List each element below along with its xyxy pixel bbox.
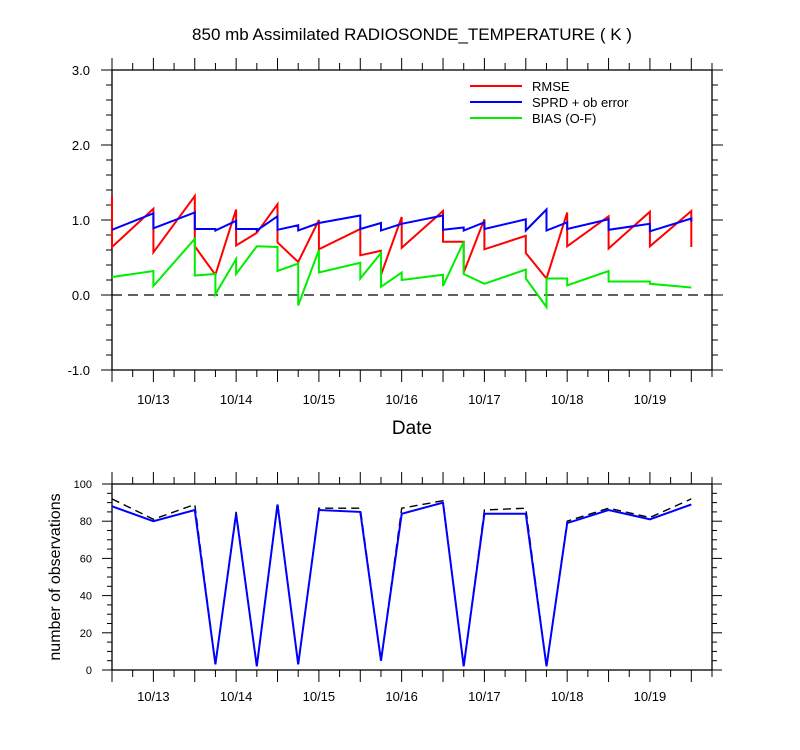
y-tick-label: 1.0	[72, 213, 90, 228]
y-tick-label: -1.0	[68, 363, 90, 378]
y-tick-label: 20	[80, 628, 92, 640]
legend-label: SPRD + ob error	[532, 95, 629, 110]
x-tick-label: 10/19	[634, 689, 667, 704]
x-tick-label: 10/13	[137, 392, 170, 407]
series-line-rmse	[111, 192, 693, 281]
bottom-plot-panel: 0 20 40 60 80 100 10/13 10/14 10/15 10/16 10/17 10/…	[74, 472, 722, 704]
top-plot-frame	[111, 69, 713, 371]
x-tick-label: 10/14	[220, 392, 253, 407]
y-tick-label: 80	[80, 516, 92, 528]
x-tick-label: 10/18	[551, 689, 584, 704]
y-tick-label: 3.0	[72, 63, 90, 78]
x-tick-label: 10/16	[385, 689, 418, 704]
legend-label: RMSE	[532, 79, 570, 94]
top-plot-panel: -1.0 0.0 1.0 2.0 3.0 10/13 10/14 10/15 10/16 10/1…	[68, 58, 723, 407]
y-tick-label: 0	[86, 665, 92, 677]
y-tick-label: 60	[80, 553, 92, 565]
series-line-bias-o-f-	[111, 236, 692, 311]
series-line-possible-observations	[111, 498, 692, 667]
y-tick-label: 40	[80, 591, 92, 603]
x-tick-label: 10/16	[385, 392, 418, 407]
y-tick-label: 0.0	[72, 288, 90, 303]
x-tick-label: 10/17	[468, 689, 501, 704]
x-axis-label: Date	[392, 418, 432, 439]
x-tick-label: 10/15	[303, 392, 336, 407]
y-axis-label-observations: number of observations	[47, 493, 64, 660]
x-tick-label: 10/14	[220, 689, 253, 704]
series-line-assimilated-observations	[111, 501, 692, 667]
x-tick-label: 10/17	[468, 392, 501, 407]
y-tick-label: 100	[74, 479, 92, 491]
x-tick-label: 10/19	[634, 392, 667, 407]
x-tick-label: 10/15	[303, 689, 336, 704]
x-tick-label: 10/13	[137, 689, 170, 704]
x-tick-label: 10/18	[551, 392, 584, 407]
legend-label: BIAS (O-F)	[532, 111, 596, 126]
y-tick-label: 2.0	[72, 138, 90, 153]
series-line-sprd-ob-error	[111, 207, 693, 233]
chart-title: 850 mb Assimilated RADIOSONDE_TEMPERATUR…	[192, 25, 632, 44]
